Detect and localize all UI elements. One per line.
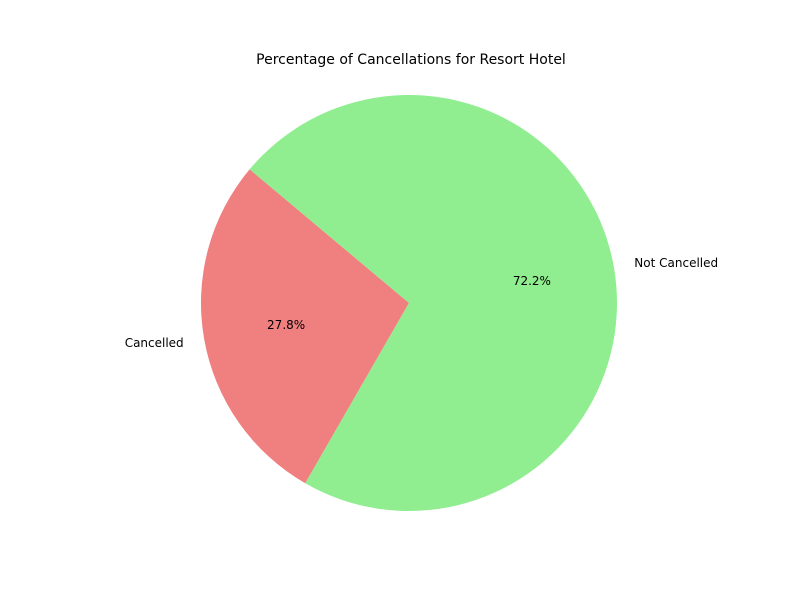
pie-percent-label: 72.2% <box>513 274 551 288</box>
pie-slice-cancelled <box>200 169 409 484</box>
chart-title: Percentage of Cancellations for Resort H… <box>256 52 566 68</box>
pie-category-label: Cancelled <box>125 336 184 350</box>
pie-category-label: Not Cancelled <box>634 256 718 270</box>
pie-slice-not-cancelled <box>249 95 617 512</box>
pie-slices <box>200 95 617 512</box>
pie-percent-label: 27.8% <box>267 318 305 332</box>
pie-labels: 27.8% Cancelled 72.2% Not Cancelled <box>125 256 718 350</box>
